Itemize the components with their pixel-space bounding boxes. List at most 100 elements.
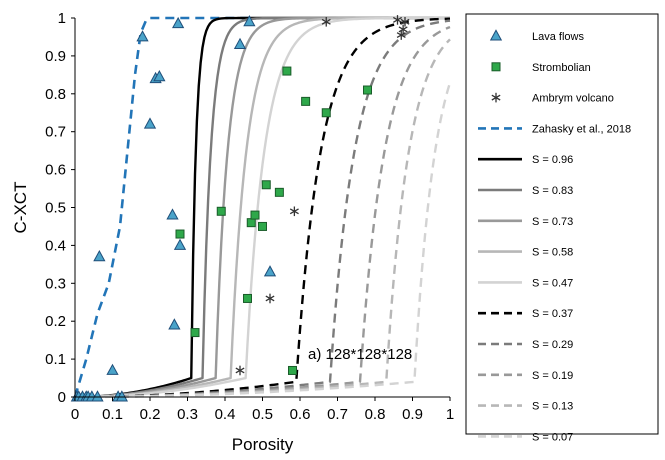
- y-tick-label: 0.7: [45, 124, 66, 141]
- legend-item: S = 0.96: [478, 154, 573, 166]
- point-square-6: [250, 210, 260, 220]
- point-triangle-16: [166, 208, 179, 220]
- y-tick-label: 0.4: [45, 237, 66, 254]
- legend-marker-asterisk: [491, 92, 501, 103]
- legend-marker-square: [491, 62, 501, 72]
- legend-label: S = 0.07: [532, 431, 573, 443]
- curve-11: [75, 82, 452, 399]
- point-triangle-12: [136, 30, 149, 42]
- point-triangle-19: [173, 238, 187, 250]
- point-asterisk-8: [400, 16, 410, 27]
- legend: Lava flows Strombolian Ambrym volcano Zahas…: [465, 13, 659, 443]
- curve-layer: [73, 16, 452, 399]
- x-tick-label: 0.4: [215, 406, 236, 423]
- x-tick-label: 0.5: [252, 406, 273, 423]
- x-tick-label: 0.8: [365, 406, 386, 423]
- x-axis-label: Porosity: [232, 435, 294, 454]
- point-asterisk-2: [265, 293, 275, 304]
- point-triangle-13: [143, 117, 157, 129]
- legend-item: Lava flows: [489, 29, 584, 43]
- point-asterisk-6: [396, 30, 406, 40]
- legend-label: S = 0.83: [532, 185, 573, 197]
- y-tick-label: 1: [58, 10, 66, 27]
- y-tick-label: 0.3: [45, 275, 66, 292]
- x-tick-label: 0.9: [402, 406, 423, 423]
- legend-item: S = 0.19: [478, 370, 573, 382]
- legend-label: S = 0.13: [532, 401, 573, 413]
- y-tick-label: 0.1: [45, 351, 66, 368]
- x-tick-label: 1: [446, 406, 454, 423]
- plot-background: [75, 18, 450, 397]
- point-triangle-18: [172, 16, 185, 29]
- legend-label: S = 0.29: [532, 339, 573, 351]
- point-square-14: [363, 85, 372, 95]
- legend-item: Strombolian: [491, 62, 591, 74]
- legend-box: [465, 13, 659, 435]
- y-tick-label: 0.6: [45, 162, 66, 179]
- legend-item: S = 0.13: [478, 401, 573, 413]
- y-tick-label: 0.5: [45, 200, 66, 217]
- x-tick-label: 0: [71, 406, 79, 423]
- legend-label: S = 0.58: [532, 247, 573, 259]
- legend-item: S = 0.73: [478, 216, 573, 228]
- curve-1: [73, 16, 252, 398]
- y-axis-label: C-XCT: [11, 182, 30, 234]
- point-triangle-11: [115, 390, 128, 402]
- point-square-3: [216, 206, 226, 216]
- y-tick-label: 0.9: [45, 48, 66, 65]
- axes: 0 0.1 0.2 0.3 0.4 0.5 0.6 0.7 0.8 0.9 1 0 0.1 0.2 0.3 0…: [45, 10, 454, 423]
- legend-label: Zahasky et al., 2018: [532, 123, 631, 135]
- point-asterisk-4: [321, 16, 331, 27]
- point-triangle-7: [91, 390, 104, 402]
- point-square-11: [288, 365, 297, 375]
- point-triangle-20: [233, 37, 247, 49]
- legend-item: S = 0.07: [478, 431, 573, 443]
- legend-item: Ambrym volcano: [491, 92, 614, 105]
- marker-layer: [70, 15, 410, 402]
- legend-label: Ambrym volcano: [532, 93, 614, 105]
- point-triangle-22: [263, 265, 277, 277]
- legend-item: Zahasky et al., 2018: [478, 123, 631, 135]
- legend-label: S = 0.19: [532, 370, 573, 382]
- plot-area: [75, 18, 450, 397]
- point-square-12: [301, 96, 311, 106]
- x-tick-label: 0.2: [140, 406, 161, 423]
- legend-marker-triangle: [489, 29, 503, 41]
- point-asterisk-3: [289, 206, 299, 217]
- x-tick-label: 0.1: [102, 406, 123, 423]
- legend-item: S = 0.37: [478, 308, 573, 320]
- point-triangle-15: [153, 69, 166, 82]
- point-triangle-8: [93, 250, 106, 262]
- x-tick-label: 0.6: [290, 406, 311, 423]
- point-triangle-9: [106, 363, 119, 375]
- legend-item: S = 0.83: [478, 185, 573, 197]
- point-asterisk-7: [398, 24, 408, 35]
- legend-label: S = 0.73: [532, 216, 573, 228]
- y-tick-label: 0: [58, 389, 66, 406]
- point-square-7: [258, 221, 267, 231]
- legend-label: Strombolian: [532, 62, 591, 74]
- legend-label: S = 0.96: [532, 154, 573, 166]
- legend-label: S = 0.37: [532, 308, 573, 320]
- point-square-2: [190, 328, 200, 338]
- y-tick-label: 0.2: [45, 313, 66, 330]
- point-square-10: [282, 66, 292, 76]
- legend-item: S = 0.29: [478, 339, 573, 351]
- point-square-4: [243, 293, 252, 303]
- point-asterisk-5: [393, 15, 402, 25]
- point-square-1: [175, 229, 185, 239]
- x-tick-label: 0.3: [177, 406, 198, 423]
- x-tick-label: 0.7: [327, 406, 348, 423]
- legend-label: S = 0.47: [532, 277, 573, 289]
- y-tick-label: 0.8: [45, 86, 66, 103]
- point-triangle-21: [243, 15, 256, 27]
- legend-label: Lava flows: [532, 31, 584, 43]
- point-square-9: [274, 187, 284, 197]
- point-triangle-17: [168, 318, 181, 330]
- point-asterisk-1: [235, 365, 245, 376]
- curve-6: [75, 16, 450, 399]
- legend-item: S = 0.47: [478, 277, 573, 289]
- legend-item: S = 0.58: [478, 247, 573, 259]
- chart-annotation: a) 128*128*128: [308, 346, 412, 363]
